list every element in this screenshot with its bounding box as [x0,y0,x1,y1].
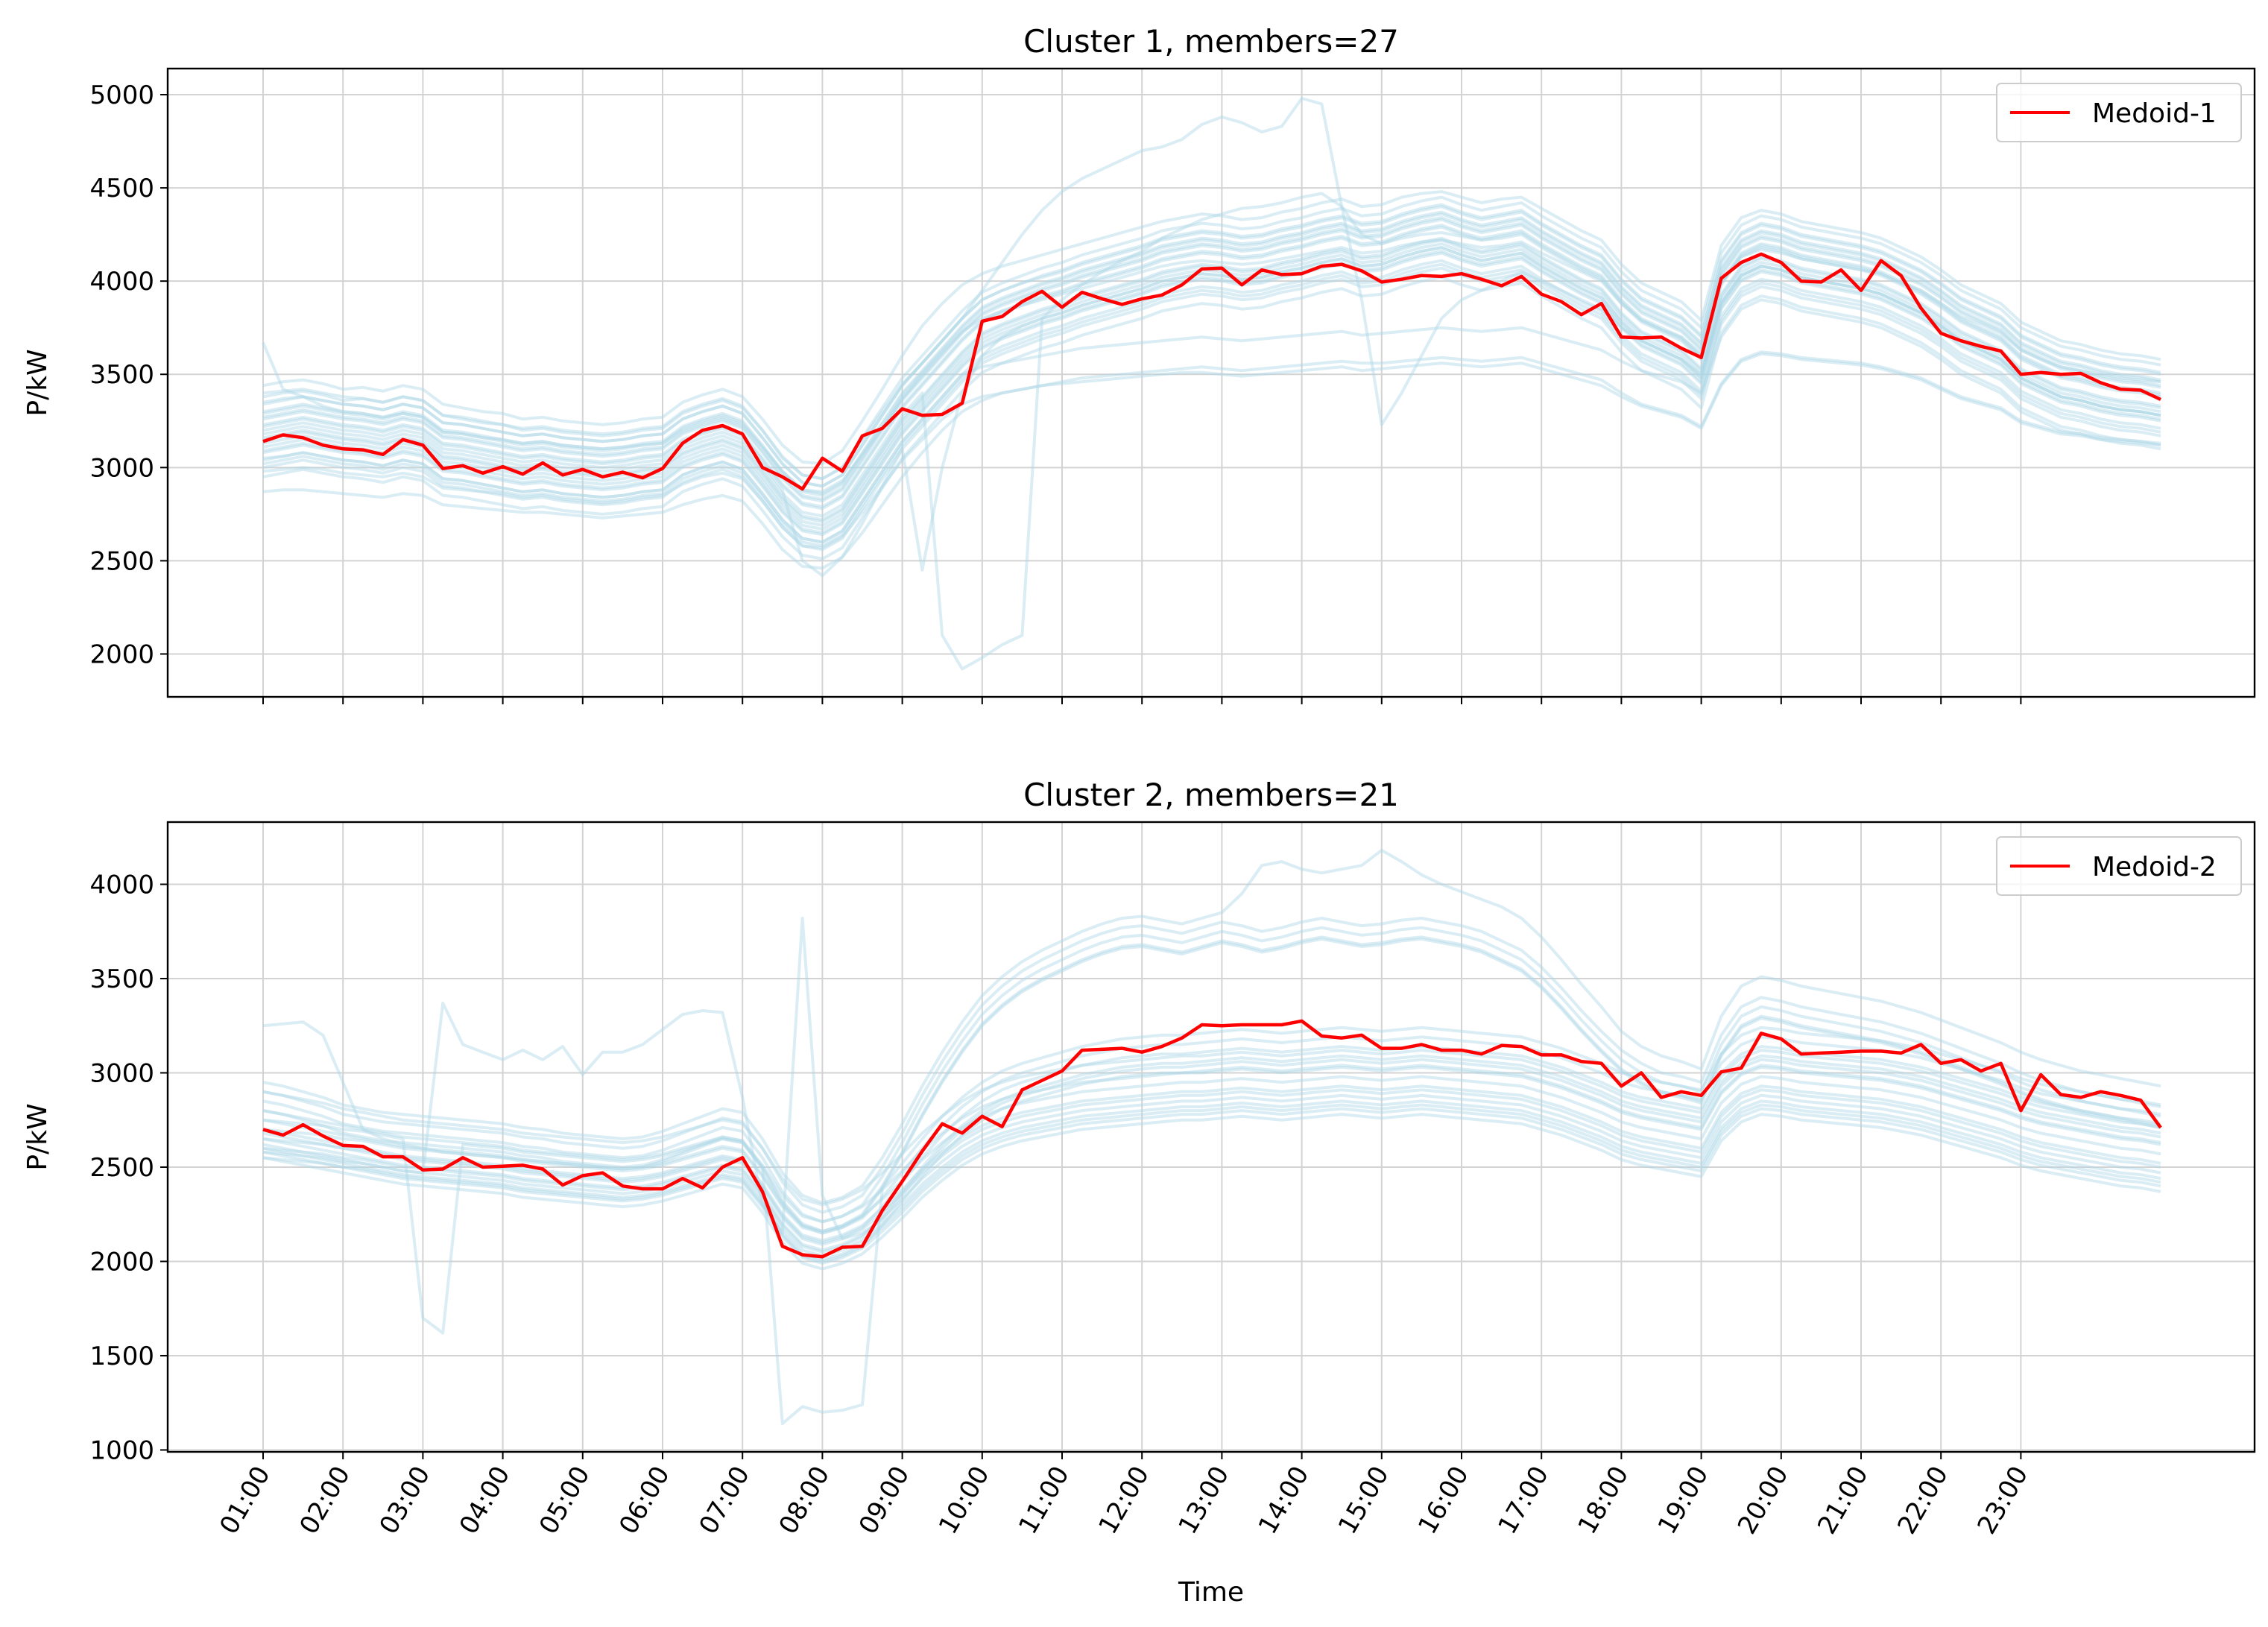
member-series-line [262,937,2161,1235]
y-tick-label: 4500 [89,174,154,203]
member-series-line [262,1054,2161,1254]
member-series-line [262,216,2161,501]
member-series-line [262,1049,2161,1207]
member-series-line [262,97,2161,488]
member-series-line [262,224,2161,508]
member-series-line [262,917,2161,1241]
member-series-line [262,917,2161,1214]
cluster-2-xlabel: Time [1178,1577,1244,1608]
member-series-line [262,246,2161,531]
cluster-1-grid [168,69,2255,697]
y-tick-label: 3500 [89,964,154,994]
y-tick-label: 1000 [89,1435,154,1465]
cluster-2-axes-frame [166,821,2256,1453]
member-series-line [262,190,2161,466]
member-series-line [262,203,2161,488]
cluster-2-legend: Medoid-2 [1996,836,2242,896]
legend-label-medoid-2: Medoid-2 [2092,852,2217,882]
cluster-2-medoid-line [262,1019,2162,1259]
cluster-1-title: Cluster 1, members=27 [1023,23,1399,60]
member-series-line [262,251,2161,537]
member-series-line [262,1107,2161,1265]
y-tick-label: 3000 [89,453,154,483]
y-tick-label: 3000 [89,1058,154,1088]
member-series-line [262,238,2161,493]
member-series-line [262,236,2161,522]
y-tick-label: 1500 [89,1342,154,1371]
member-series-line [262,1099,2161,1257]
cluster-1-medoid-line [262,252,2161,491]
y-tick-label: 4000 [89,870,154,900]
cluster-2-ylabel: P/kW [22,1103,53,1170]
cluster-1-ylabel: P/kW [22,349,53,416]
member-series-line [262,225,2161,511]
member-series-line [262,1035,2161,1235]
cluster-1-legend: Medoid-1 [1996,83,2242,142]
member-series-line [262,350,2161,570]
member-series-line [262,926,2161,1224]
legend-box [1996,836,2242,896]
member-series-line [262,848,2161,1204]
member-series-line [262,218,2161,503]
cluster-1-y-ticks: 2000 2500 3000 3500 4000 4500 5000 [89,80,168,669]
cluster-1-x-ticks [262,697,2022,704]
legend-label-medoid-1: Medoid-1 [2092,98,2217,129]
cluster-1-axes-frame [166,67,2256,698]
y-tick-label: 4000 [89,267,154,297]
y-tick-label: 5000 [89,80,154,110]
member-series-line [262,242,2161,527]
member-series-line [262,276,2161,560]
member-series-line [262,1113,2161,1271]
y-tick-label: 2000 [89,1247,154,1277]
member-series-line [262,262,2161,548]
member-series-line [262,266,2161,552]
member-series-line [262,1093,2161,1252]
cluster-1-member-lines [262,97,2161,671]
member-series-line [262,352,2161,549]
member-series-line [262,1103,2161,1261]
y-tick-label: 2500 [89,546,154,576]
medoid-series-line [262,252,2161,491]
member-series-line [262,205,2161,481]
cluster-2-title: Cluster 2, members=21 [1023,777,1399,813]
member-series-line [262,212,2161,497]
legend-box [1996,83,2242,142]
member-series-line [262,250,2161,534]
y-tick-label: 2500 [89,1153,154,1183]
member-series-line [262,246,2161,578]
member-series-line [262,259,2161,544]
member-series-line [262,195,2161,481]
member-series-line [262,1026,2161,1426]
member-series-line [262,935,2161,1233]
member-series-line [262,1084,2161,1242]
member-series-line [262,210,2161,496]
cluster-2-member-lines [262,848,2161,1426]
y-tick-label: 3500 [89,360,154,390]
cluster-2-grid [168,822,2255,1452]
cluster-2-y-ticks: 1000 1500 2000 2500 3000 3500 4000 [89,870,168,1465]
member-series-line [262,1064,2161,1263]
member-series-line [262,1065,2161,1224]
cluster-1-panel: 2000 2500 3000 3500 4000 4500 5000 Cluster 1, … [22,23,2256,704]
member-series-line [262,1075,2161,1233]
medoid-series-line [262,1019,2162,1259]
member-series-line [262,298,2161,544]
y-tick-label: 2000 [89,639,154,669]
